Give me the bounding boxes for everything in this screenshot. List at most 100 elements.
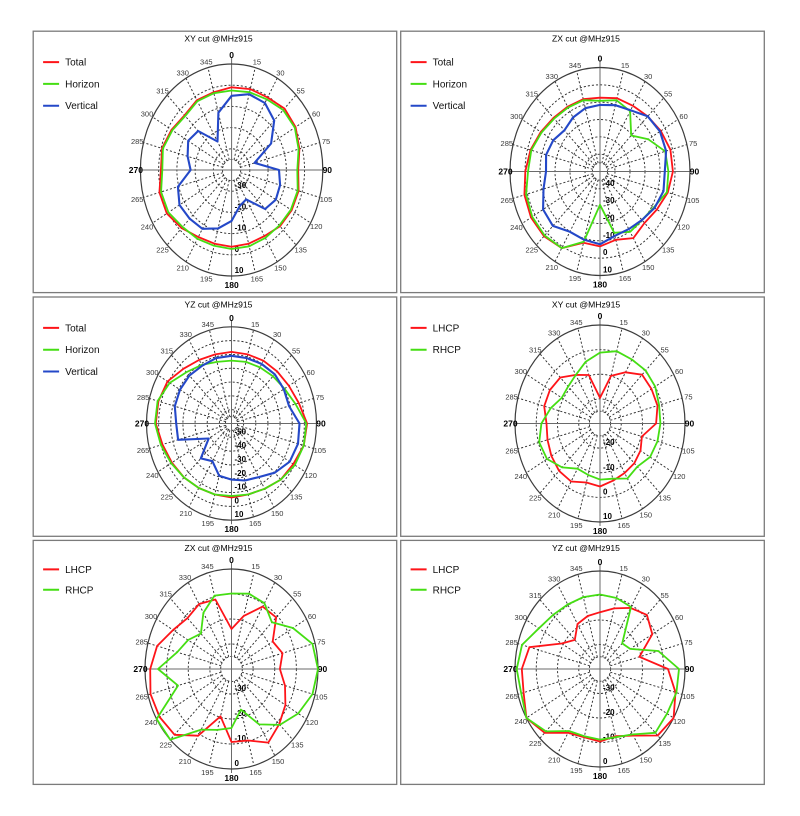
svg-text:75: 75: [316, 393, 324, 402]
svg-text:RHCP: RHCP: [433, 345, 462, 356]
svg-text:180: 180: [224, 524, 238, 534]
svg-text:Vertical: Vertical: [433, 101, 466, 112]
svg-text:285: 285: [137, 393, 150, 402]
svg-text:165: 165: [249, 768, 262, 777]
svg-text:195: 195: [202, 519, 215, 528]
svg-text:RHCP: RHCP: [433, 585, 462, 596]
svg-text:Total: Total: [433, 58, 454, 69]
svg-text:-20: -20: [235, 709, 247, 718]
svg-text:225: 225: [526, 246, 539, 255]
svg-text:55: 55: [661, 591, 669, 600]
svg-text:165: 165: [617, 521, 630, 530]
svg-text:300: 300: [510, 112, 523, 121]
svg-text:150: 150: [640, 756, 653, 765]
svg-text:150: 150: [271, 509, 284, 518]
svg-text:10: 10: [235, 510, 244, 519]
svg-text:10: 10: [603, 512, 612, 521]
svg-text:55: 55: [664, 89, 672, 98]
svg-text:120: 120: [306, 718, 319, 727]
svg-text:345: 345: [200, 57, 213, 66]
svg-text:ZX cut @MHz915: ZX cut @MHz915: [185, 543, 253, 553]
svg-text:210: 210: [546, 263, 559, 272]
svg-text:165: 165: [619, 274, 632, 283]
svg-text:75: 75: [317, 637, 325, 646]
svg-text:195: 195: [201, 768, 214, 777]
svg-text:180: 180: [593, 526, 607, 536]
svg-text:285: 285: [505, 638, 518, 647]
svg-text:15: 15: [620, 318, 628, 327]
svg-text:330: 330: [176, 69, 189, 78]
svg-text:105: 105: [314, 446, 327, 455]
svg-text:225: 225: [529, 494, 542, 503]
svg-text:15: 15: [621, 61, 629, 70]
svg-text:15: 15: [253, 57, 261, 66]
svg-text:210: 210: [548, 756, 561, 765]
svg-text:105: 105: [682, 692, 695, 701]
svg-text:-10: -10: [603, 463, 615, 472]
svg-text:120: 120: [673, 717, 686, 726]
svg-text:90: 90: [323, 165, 333, 175]
svg-text:315: 315: [161, 347, 174, 356]
svg-text:75: 75: [689, 139, 697, 148]
svg-text:60: 60: [679, 112, 687, 121]
svg-text:105: 105: [682, 447, 695, 456]
svg-text:-20: -20: [235, 469, 247, 478]
svg-text:-30: -30: [235, 455, 247, 464]
svg-text:-30: -30: [235, 181, 247, 190]
svg-text:-30: -30: [603, 196, 615, 205]
svg-text:0: 0: [229, 313, 234, 323]
svg-text:0: 0: [235, 496, 240, 505]
svg-text:-10: -10: [235, 224, 247, 233]
svg-text:270: 270: [498, 167, 512, 177]
svg-text:60: 60: [308, 612, 316, 621]
svg-text:60: 60: [312, 110, 320, 119]
svg-text:30: 30: [642, 575, 650, 584]
svg-text:135: 135: [662, 246, 675, 255]
svg-text:270: 270: [135, 419, 149, 429]
svg-text:135: 135: [294, 246, 307, 255]
svg-text:15: 15: [251, 320, 259, 329]
svg-text:15: 15: [251, 562, 259, 571]
svg-text:10: 10: [603, 266, 612, 275]
svg-text:10: 10: [235, 266, 244, 275]
svg-text:0: 0: [598, 54, 603, 64]
svg-text:-40: -40: [235, 441, 247, 450]
svg-text:0: 0: [229, 555, 234, 565]
svg-text:0: 0: [598, 557, 603, 567]
svg-text:LHCP: LHCP: [65, 565, 92, 576]
svg-text:30: 30: [642, 329, 650, 338]
svg-text:-20: -20: [235, 202, 247, 211]
svg-text:315: 315: [526, 89, 539, 98]
svg-text:180: 180: [593, 280, 607, 290]
svg-text:285: 285: [135, 637, 148, 646]
svg-text:-40: -40: [603, 179, 615, 188]
svg-text:30: 30: [276, 69, 284, 78]
svg-text:285: 285: [501, 139, 514, 148]
svg-text:-20: -20: [603, 708, 615, 717]
svg-text:165: 165: [251, 275, 264, 284]
svg-text:195: 195: [570, 766, 583, 775]
svg-text:-20: -20: [603, 438, 615, 447]
svg-text:30: 30: [273, 330, 281, 339]
svg-text:300: 300: [515, 367, 528, 376]
svg-text:300: 300: [145, 612, 158, 621]
svg-text:90: 90: [316, 419, 326, 429]
svg-text:240: 240: [510, 223, 523, 232]
svg-text:265: 265: [505, 447, 518, 456]
svg-text:0: 0: [603, 487, 608, 496]
svg-text:315: 315: [159, 590, 172, 599]
svg-text:ZX cut @MHz915: ZX cut @MHz915: [552, 34, 620, 44]
svg-text:-10: -10: [235, 734, 247, 743]
svg-text:300: 300: [146, 368, 159, 377]
svg-text:55: 55: [292, 347, 300, 356]
svg-text:345: 345: [570, 318, 583, 327]
svg-text:330: 330: [546, 72, 559, 81]
svg-text:195: 195: [569, 274, 582, 283]
svg-text:150: 150: [272, 757, 285, 766]
svg-text:60: 60: [675, 367, 683, 376]
svg-text:-30: -30: [603, 684, 615, 693]
svg-text:0: 0: [598, 311, 603, 321]
svg-text:165: 165: [249, 519, 262, 528]
svg-text:120: 120: [304, 471, 317, 480]
svg-text:Total: Total: [65, 323, 86, 334]
